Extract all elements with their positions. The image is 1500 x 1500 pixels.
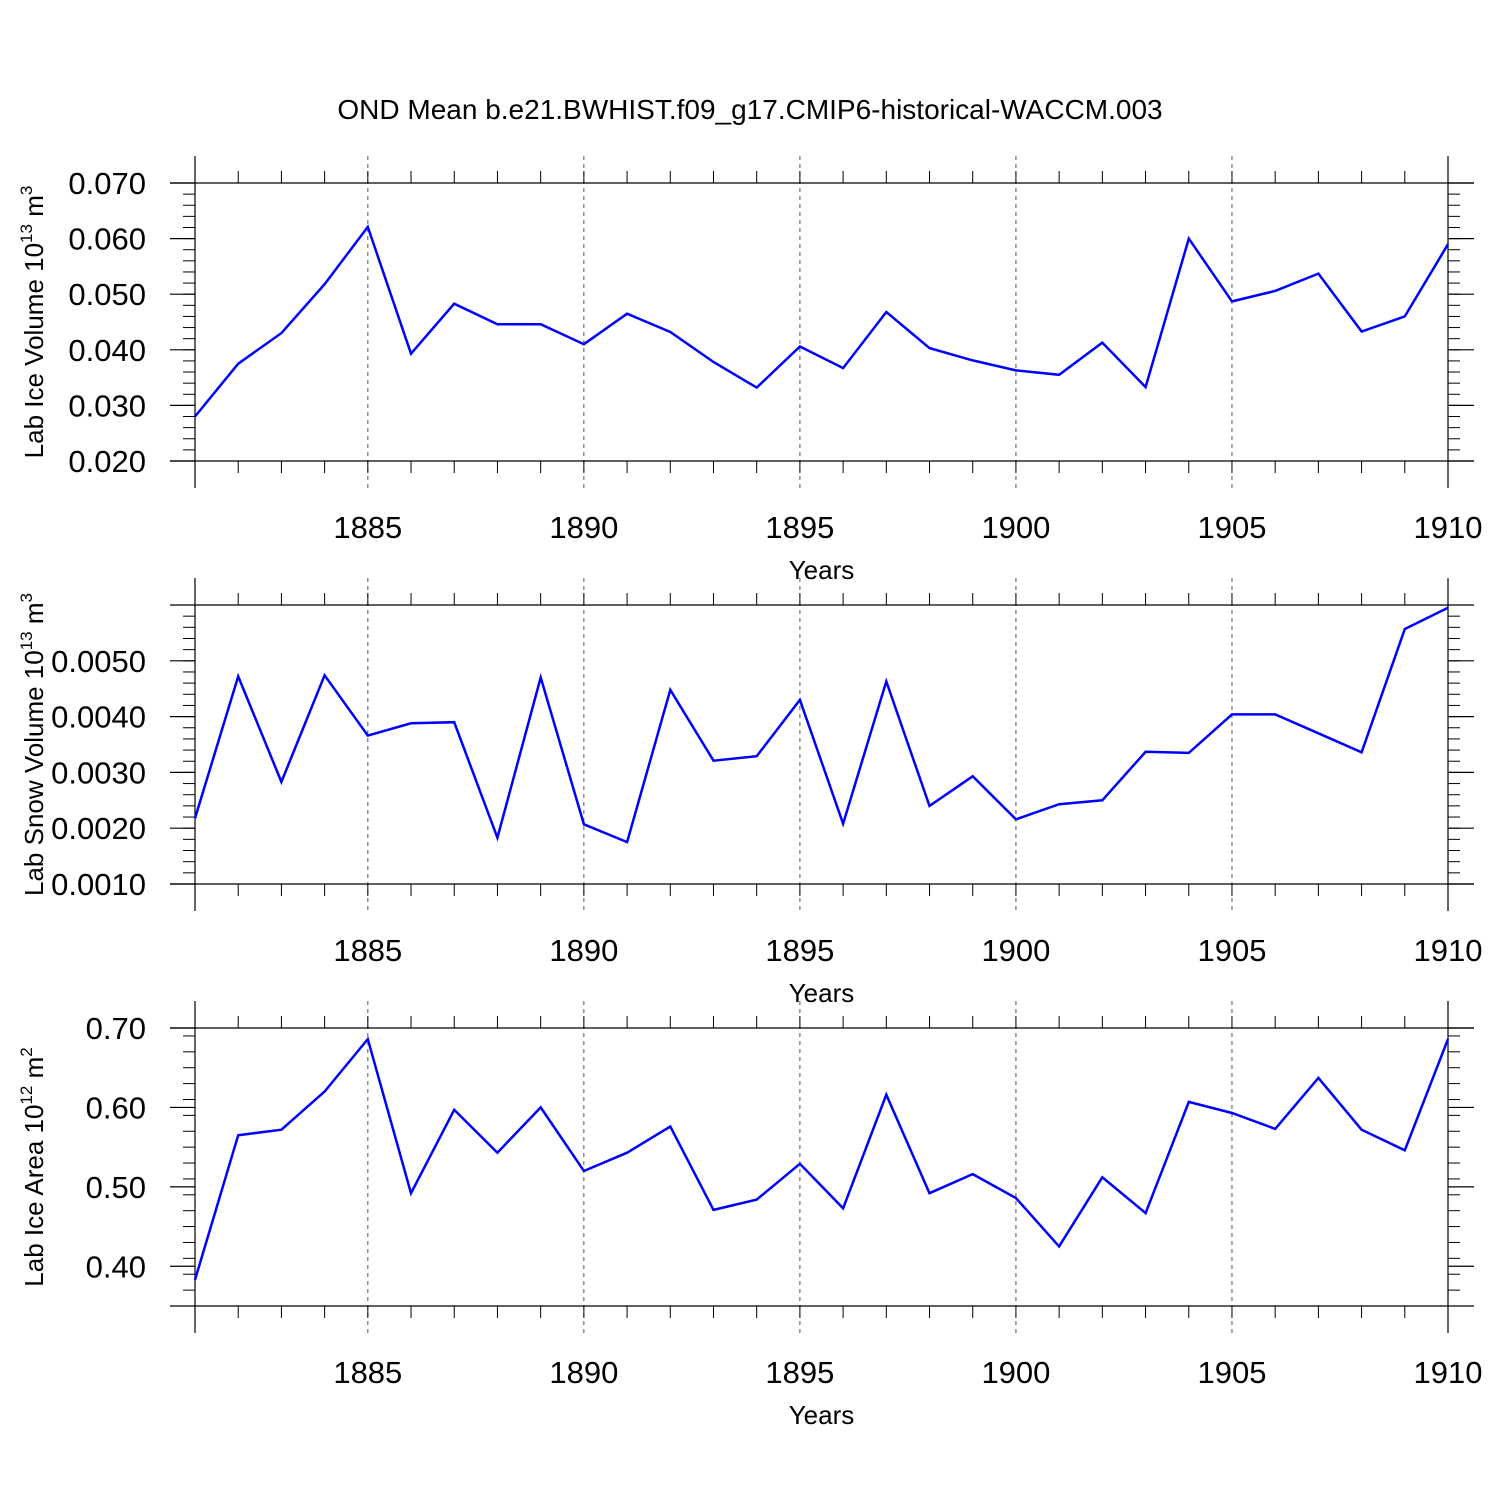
x-tick-label: 1885 [333, 1355, 402, 1390]
y-axis-label-text: Lab Snow Volume 10 [19, 650, 49, 896]
x-tick-label: 1910 [1414, 1355, 1483, 1390]
x-tick-label: 1900 [981, 510, 1050, 545]
chart-title: OND Mean b.e21.BWHIST.f09_g17.CMIP6-hist… [337, 94, 1162, 125]
y-axis-label: Lab Ice Volume 1013 m3 [17, 186, 49, 459]
series-line [193, 1036, 1450, 1281]
y-axis-label-exponent: 13 [17, 224, 36, 243]
y-tick-label: 0.040 [68, 333, 146, 368]
y-tick-label: 0.0020 [51, 811, 146, 846]
y-tick-label: 0.060 [68, 222, 146, 257]
y-tick-label: 0.0010 [51, 867, 146, 902]
x-tick-label: 1905 [1197, 933, 1266, 968]
series-line [194, 224, 1450, 418]
y-axis-label: Lab Ice Area 1012 m2 [17, 1047, 49, 1286]
y-axis-label-text: Lab Ice Volume 10 [19, 243, 49, 458]
panel-2: 0.0010 0.0020 0.0030 0.0040 0.0050 1885 1890 18… [17, 578, 1482, 1008]
panel-3: 0.40 0.50 0.60 0.70 1885 1890 1895 1900 1905 1910… [17, 1001, 1482, 1430]
y-axis-label-unit-exponent: 2 [17, 1047, 36, 1056]
y-axis-label-text: Lab Ice Area 10 [19, 1105, 49, 1287]
y-tick-label: 0.70 [86, 1011, 146, 1046]
x-tick-label: 1895 [765, 1355, 834, 1390]
y-axis-label-exponent: 12 [17, 1086, 36, 1105]
x-tick-label: 1885 [333, 510, 402, 545]
y-tick-label: 0.030 [68, 388, 146, 423]
x-tick-label: 1905 [1197, 1355, 1266, 1390]
series-line [193, 606, 1449, 844]
x-axis-label: Years [789, 555, 855, 585]
y-tick-label: 0.0040 [51, 700, 146, 735]
y-axis-label: Lab Snow Volume 1013 m3 [17, 593, 49, 896]
x-tick-label: 1900 [981, 1355, 1050, 1390]
x-tick-label: 1905 [1197, 510, 1266, 545]
x-tick-label: 1885 [333, 933, 402, 968]
x-tick-label: 1900 [981, 933, 1050, 968]
x-tick-label: 1895 [765, 510, 834, 545]
x-axis-label: Years [789, 978, 855, 1008]
x-tick-label: 1890 [549, 1355, 618, 1390]
y-axis-label-unit: m [19, 602, 49, 631]
y-tick-label: 0.070 [68, 166, 146, 201]
x-tick-label: 1910 [1414, 933, 1483, 968]
x-tick-label: 1890 [549, 510, 618, 545]
y-tick-label: 0.60 [86, 1090, 146, 1125]
y-axis-label-unit-exponent: 3 [17, 593, 36, 602]
y-tick-label: 0.50 [86, 1170, 146, 1205]
y-tick-label: 0.050 [68, 277, 146, 312]
y-tick-label: 0.0030 [51, 755, 146, 790]
x-tick-label: 1910 [1414, 510, 1483, 545]
y-tick-label: 0.40 [86, 1249, 146, 1284]
y-axis-label-unit-exponent: 3 [17, 186, 36, 195]
y-tick-label: 0.020 [68, 444, 146, 479]
x-tick-label: 1895 [765, 933, 834, 968]
y-axis-label-unit: m [19, 195, 49, 224]
x-axis-label: Years [789, 1400, 855, 1430]
x-tick-label: 1890 [549, 933, 618, 968]
y-axis-label-exponent: 13 [17, 631, 36, 650]
y-tick-label: 0.0050 [51, 644, 146, 679]
y-axis-label-unit: m [19, 1057, 49, 1086]
panel-1: 0.020 0.030 0.040 0.050 0.060 0.070 1885 1890 18… [17, 156, 1482, 585]
